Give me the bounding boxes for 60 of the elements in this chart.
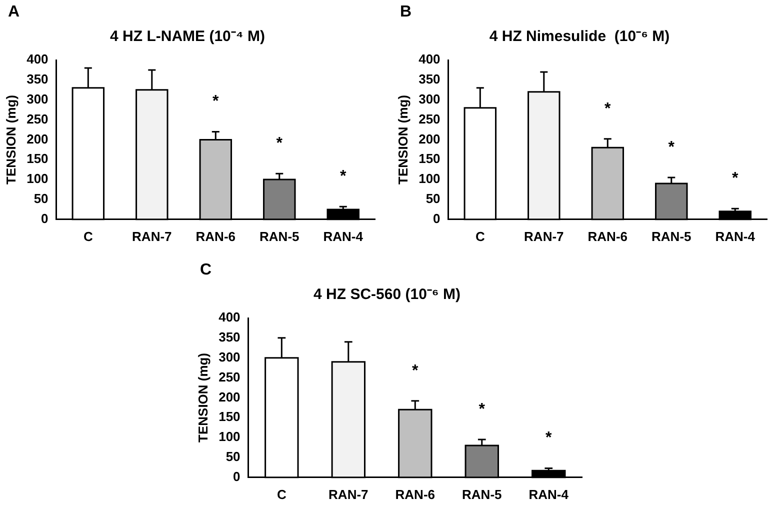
y-axis-title: TENSION (mg) — [195, 352, 210, 442]
y-tick-label: 400 — [26, 52, 48, 67]
y-tick-label: 250 — [218, 369, 240, 384]
text: C — [200, 261, 212, 278]
y-tick-label: 200 — [418, 131, 440, 146]
y-tick-label: 0 — [41, 210, 48, 226]
x-tick-label: RAN-7 — [524, 228, 564, 244]
y-tick-label: 300 — [26, 91, 48, 106]
y-tick-label: 100 — [418, 171, 440, 186]
x-tick-label: RAN-7 — [328, 486, 368, 502]
y-tick-label: 150 — [418, 151, 440, 166]
annotation: * — [276, 134, 284, 152]
y-tick-label: 150 — [218, 409, 240, 424]
y-tick-label: 100 — [218, 429, 240, 444]
annotation: * — [340, 168, 348, 186]
x-tick-label: RAN-4 — [323, 228, 364, 244]
chart-title: 4 HZ Nimesulide (10⁻⁶ M) — [489, 28, 670, 46]
x-tick-label: RAN-5 — [462, 486, 502, 502]
y-tick-label: 350 — [418, 72, 440, 87]
x-tick-label: RAN-4 — [715, 228, 756, 244]
text: A — [8, 3, 20, 20]
y-tick-label: 0 — [233, 468, 240, 484]
x-tick-label: RAN-6 — [588, 228, 628, 244]
x-tick-label: RAN-6 — [196, 228, 236, 244]
y-tick-label: 50 — [226, 449, 240, 464]
x-tick-label: RAN-5 — [652, 228, 692, 244]
y-tick-label: 300 — [218, 349, 240, 364]
x-tick-label: RAN-4 — [528, 486, 570, 502]
x-tick-label: C — [83, 228, 94, 244]
annotation: * — [604, 100, 612, 118]
y-tick-label: 250 — [418, 111, 440, 126]
y-tick-label: 50 — [34, 191, 48, 206]
annotation: * — [212, 93, 220, 110]
y-tick-label: 400 — [218, 310, 240, 325]
y-tick-label: 350 — [218, 330, 240, 345]
y-tick-label: 200 — [218, 389, 240, 404]
x-tick-label: RAN-7 — [132, 228, 172, 244]
y-tick-label: 100 — [26, 171, 48, 186]
x-tick-label: C — [276, 486, 287, 502]
annotation: * — [668, 138, 676, 156]
x-tick-label: RAN-6 — [395, 486, 436, 502]
x-tick-label: C — [475, 228, 486, 244]
y-tick-label: 150 — [26, 151, 48, 166]
annotation: * — [732, 170, 740, 188]
x-tick-label: RAN-5 — [260, 228, 300, 244]
annotation: * — [478, 400, 486, 418]
y-tick-label: 400 — [418, 52, 440, 67]
chart-title: 4 HZ SC-560 (10⁻⁶ M) — [314, 286, 460, 304]
chart-title: 4 HZ L-NAME (10⁻⁴ M) — [110, 28, 265, 46]
y-tick-label: 50 — [426, 191, 440, 206]
y-axis-title: TENSION (mg) — [395, 94, 410, 184]
text: B — [400, 3, 412, 20]
y-tick-label: 250 — [26, 111, 48, 126]
y-tick-label: 200 — [26, 131, 48, 146]
y-tick-label: 0 — [433, 210, 440, 226]
y-axis-title: TENSION (mg) — [3, 94, 18, 184]
y-tick-label: 350 — [26, 72, 48, 87]
y-tick-label: 300 — [418, 91, 440, 106]
annotation: * — [412, 362, 420, 380]
annotation: * — [546, 430, 553, 447]
